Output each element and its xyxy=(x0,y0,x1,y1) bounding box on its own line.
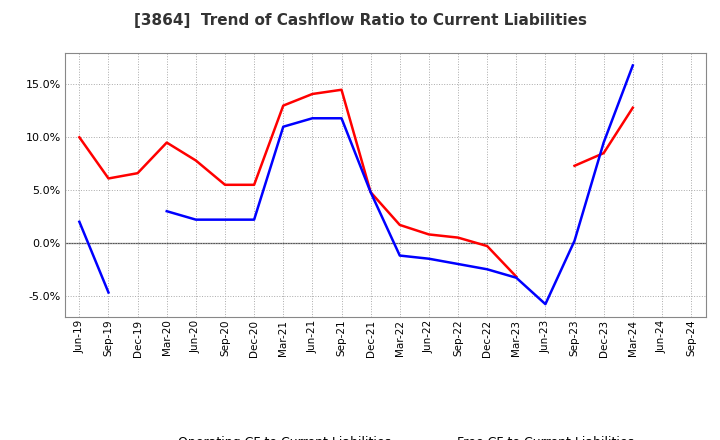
Free CF to Current Liabilities xyxy=(104,290,113,295)
Operating CF to Current Liabilities xyxy=(192,158,200,163)
Operating CF to Current Liabilities xyxy=(220,182,229,187)
Operating CF to Current Liabilities xyxy=(483,243,492,249)
Operating CF to Current Liabilities xyxy=(337,87,346,92)
Operating CF to Current Liabilities xyxy=(425,232,433,237)
Operating CF to Current Liabilities xyxy=(75,135,84,140)
Operating CF to Current Liabilities xyxy=(512,274,521,279)
Operating CF to Current Liabilities xyxy=(395,222,404,227)
Text: [3864]  Trend of Cashflow Ratio to Current Liabilities: [3864] Trend of Cashflow Ratio to Curren… xyxy=(133,13,587,28)
Operating CF to Current Liabilities xyxy=(454,235,462,240)
Operating CF to Current Liabilities xyxy=(250,182,258,187)
Operating CF to Current Liabilities xyxy=(279,103,287,108)
Legend: Operating CF to Current Liabilities, Free CF to Current Liabilities: Operating CF to Current Liabilities, Fre… xyxy=(131,431,639,440)
Line: Operating CF to Current Liabilities: Operating CF to Current Liabilities xyxy=(79,90,516,277)
Operating CF to Current Liabilities xyxy=(308,92,317,97)
Operating CF to Current Liabilities xyxy=(163,140,171,145)
Operating CF to Current Liabilities xyxy=(133,171,142,176)
Line: Free CF to Current Liabilities: Free CF to Current Liabilities xyxy=(79,222,109,293)
Operating CF to Current Liabilities xyxy=(366,190,375,195)
Operating CF to Current Liabilities xyxy=(104,176,113,181)
Free CF to Current Liabilities xyxy=(75,219,84,224)
